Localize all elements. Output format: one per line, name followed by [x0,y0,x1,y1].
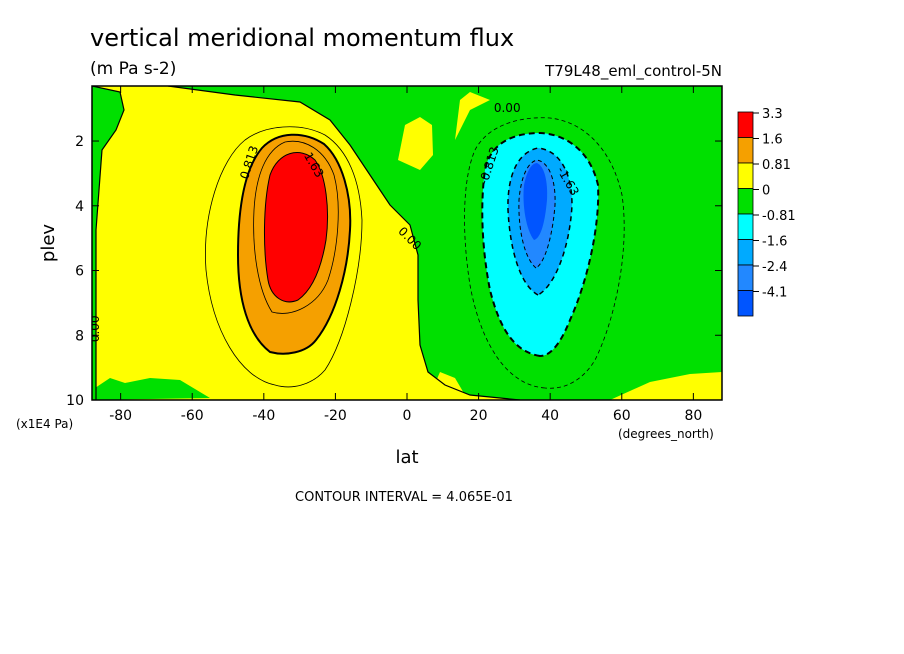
colorbar-label: -2.4 [762,260,787,275]
colorbar-swatch [737,137,754,164]
contour-line-zero [92,86,125,400]
fill-level-green-bottom [92,378,210,400]
fill-level-yellow-patch-1 [398,117,433,170]
colorbar-swatch [737,188,754,215]
fill-level-yellow-patch-5 [376,232,390,250]
y-axis-label: plev [38,224,59,263]
colorbar: 3.3 1.6 0.81 0 -0.81 -1.6 -2.4 -4.1 [737,107,796,317]
chart-title: vertical meridional momentum flux [90,24,514,52]
y-tick-label: 10 [66,393,84,409]
y-tick-label: 2 [75,134,84,150]
contour-line-mid-south [253,140,339,314]
fill-level-yellow-patch-3 [428,372,520,400]
x-tick-label: 80 [684,408,702,424]
colorbar-swatch [737,162,754,189]
fill-level-yellow-patch-4 [610,372,722,400]
y-units-label: (x1E4 Pa) [16,417,73,431]
fill-level-yellow-patch-2 [455,92,490,140]
x-units-label: (degrees_north) [618,427,714,441]
fill-level-deep-blue [523,163,548,240]
y-tick-label: 6 [75,264,84,280]
y-tick-label: 4 [75,199,84,215]
run-label: T79L48_eml_control-5N [544,62,722,81]
fill-level-red [263,152,328,303]
colorbar-label: -0.81 [762,209,796,224]
contour-line-outer-south [205,126,363,388]
x-axis-label: lat [395,447,418,468]
colorbar-swatch [737,111,754,138]
chart-units: (m Pa s-2) [90,59,176,79]
contour-line-zero-2 [167,86,521,400]
y-axis: 2 4 6 8 10 [66,134,722,409]
x-tick-label: 0 [403,408,412,424]
colorbar-label: -1.6 [762,235,787,250]
colorbar-swatch [737,290,754,317]
colorbar-swatch [737,264,754,291]
colorbar-label: 3.3 [762,107,783,122]
x-tick-label: -40 [252,408,275,424]
x-axis: -80 -60 -40 -20 0 20 40 60 80 [109,86,702,424]
y-tick-label: 8 [75,328,84,344]
colorbar-label: 1.6 [762,133,783,148]
x-tick-label: -60 [181,408,204,424]
x-tick-label: -80 [109,408,132,424]
x-tick-label: 60 [613,408,631,424]
fill-level-green-left-edge [92,86,124,400]
contour-line-outer-north [464,117,625,389]
x-tick-label: 40 [541,408,559,424]
colorbar-label: 0 [762,184,770,199]
x-tick-label: 20 [470,408,488,424]
x-tick-label: -20 [324,408,347,424]
filled-contours: 0.813 1.630.000.000.00-0.813 -1.63 [88,86,722,400]
colorbar-swatch [737,213,754,240]
colorbar-swatch [737,239,754,266]
contour-interval-note: CONTOUR INTERVAL = 4.065E-01 [295,490,513,505]
colorbar-label: 0.81 [762,158,791,173]
contour-label: 0.00 [88,315,102,342]
contour-label: 0.00 [494,101,521,115]
colorbar-label: -4.1 [762,286,787,301]
